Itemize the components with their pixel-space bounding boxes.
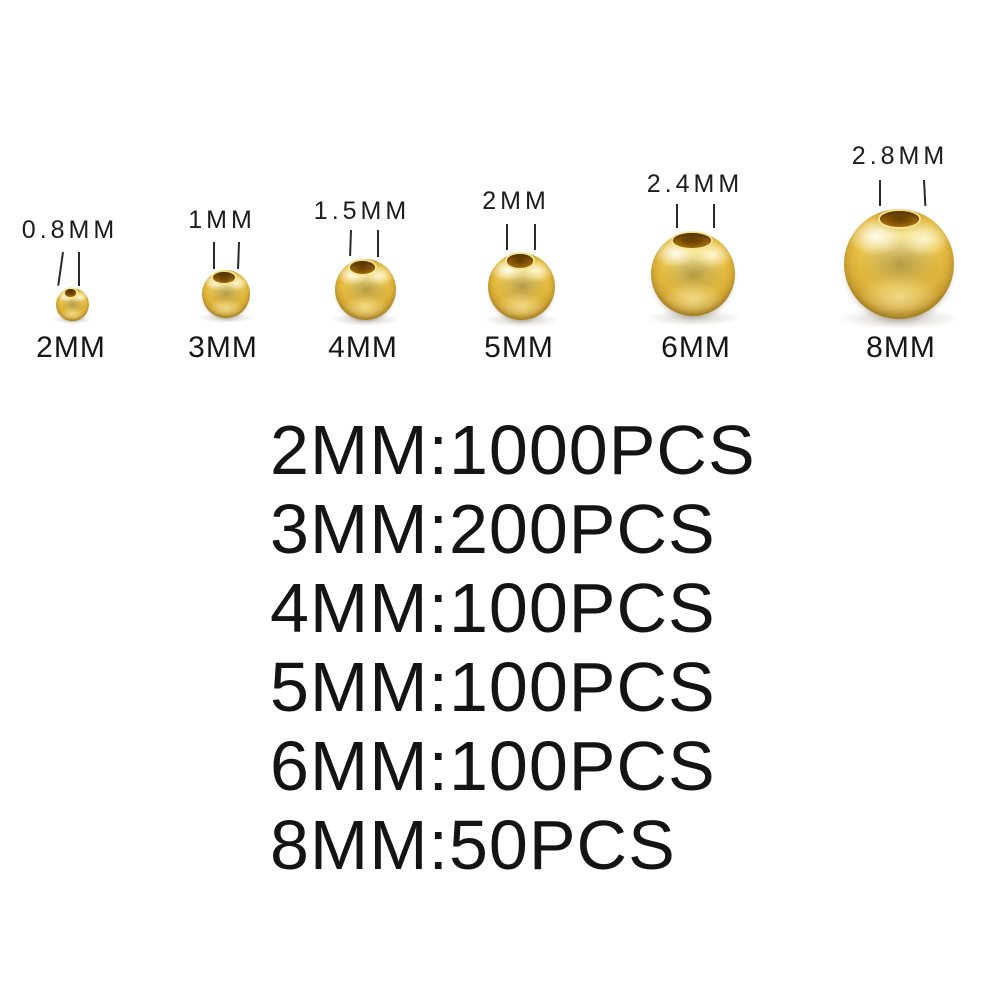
pointer-line xyxy=(57,251,64,286)
bead-shadow xyxy=(646,309,740,326)
gold-bead-4mm xyxy=(335,259,396,320)
pointer-line xyxy=(923,179,927,207)
bead-hole xyxy=(213,271,236,283)
gold-bead-3mm xyxy=(202,270,250,318)
gold-bead-8mm xyxy=(844,209,954,319)
bead-shadow xyxy=(484,313,559,327)
pointer-line xyxy=(213,242,215,269)
hole-size-label: 2MM xyxy=(482,187,550,215)
bead-size-label: 3MM xyxy=(188,331,258,364)
pointer-line xyxy=(349,229,352,257)
pointer-line xyxy=(676,204,678,228)
hole-size-label: 1.5MM xyxy=(313,197,411,225)
gold-bead-6mm xyxy=(651,232,735,316)
pointer-line xyxy=(377,230,379,257)
spec-line: 6MM:100PCS xyxy=(270,727,716,805)
bead-hole xyxy=(880,211,919,228)
pointer-line xyxy=(506,224,508,250)
bead-hole xyxy=(506,254,533,268)
spec-line: 2MM:1000PCS xyxy=(270,411,756,489)
quantity-spec-list: 2MM:1000PCS 3MM:200PCS 4MM:100PCS 5MM:10… xyxy=(270,411,756,885)
bead-hole xyxy=(64,288,77,297)
hole-size-label: 2.8MM xyxy=(851,142,949,170)
bead-size-label: 2MM xyxy=(36,331,106,364)
pointer-line xyxy=(534,224,536,250)
bead-hole xyxy=(672,233,711,249)
hole-size-label: 0.8MM xyxy=(21,216,119,244)
pointer-line xyxy=(713,204,715,228)
bead-size-label: 4MM xyxy=(328,331,398,364)
pointer-line xyxy=(879,180,881,206)
gold-bead-2mm xyxy=(56,288,89,321)
gold-bead-5mm xyxy=(488,253,555,320)
hole-size-label: 2.4MM xyxy=(646,170,744,198)
spec-line: 5MM:100PCS xyxy=(270,648,716,726)
bead-hole xyxy=(350,260,376,274)
spec-line: 3MM:200PCS xyxy=(270,490,716,568)
bead-size-label: 8MM xyxy=(866,331,936,364)
spec-line: 8MM:50PCS xyxy=(270,806,676,884)
bead-size-label: 6MM xyxy=(661,331,731,364)
bead-size-label: 5MM xyxy=(484,331,554,364)
spec-line: 4MM:100PCS xyxy=(270,569,716,647)
pointer-line xyxy=(237,241,240,270)
pointer-line xyxy=(78,252,80,286)
hole-size-label: 1MM xyxy=(188,206,256,234)
